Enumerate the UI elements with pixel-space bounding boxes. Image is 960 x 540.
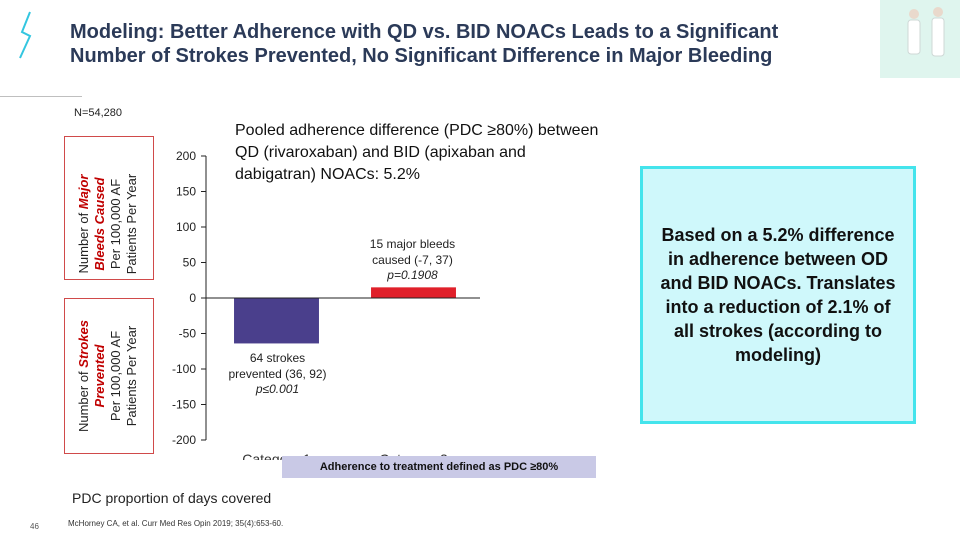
lower-label-prefix: Number of (76, 367, 91, 433)
pooled-adherence-text: Pooled adherence difference (PDC ≥80%) b… (235, 122, 599, 183)
upper-label-prefix: Number of (76, 209, 91, 274)
y-tick-label: 50 (183, 256, 197, 270)
upper-label-emph-2: Bleeds Caused (92, 177, 107, 271)
title-line-2: Number of Strokes Prevented, No Signific… (70, 45, 773, 67)
upper-label-emph: Major (76, 174, 91, 210)
upper-axis-label-box (64, 136, 154, 280)
callout-box: Based on a 5.2% difference in adherence … (640, 166, 916, 424)
y-tick-label: -150 (172, 398, 196, 412)
lower-axis-label-box (64, 298, 154, 454)
upper-label-line4: Patients Per Year (124, 173, 139, 275)
lightning-logo-icon (19, 11, 32, 59)
y-tick-label: 100 (176, 220, 196, 234)
y-tick-label: -200 (172, 433, 196, 447)
adherence-definition: Adherence to treatment defined as PDC ≥8… (282, 456, 596, 478)
lower-label-emph: Strokes (76, 320, 91, 368)
y-tick-label: -100 (172, 362, 196, 376)
doctors-photo (880, 0, 960, 78)
strokes-annotation-line2: prevented (36, 92) (228, 366, 327, 381)
page-title: Modeling: Better Adherence with QD vs. B… (70, 20, 890, 68)
bar-chart: 200 150 100 50 0 -50 -100 -150 -200 Category 1 Cat… (172, 149, 480, 460)
title-divider (0, 96, 82, 97)
y-tick-label: 150 (176, 185, 196, 199)
y-tick-label: -50 (179, 327, 197, 341)
bar-bleeds-caused (371, 287, 456, 298)
callout-text: Based on a 5.2% difference in adherence … (660, 225, 896, 365)
bleeds-annotation-line3: p=0.1908 (387, 268, 438, 282)
category-label: Category 2 (379, 451, 448, 460)
doctors-figure-icon (907, 7, 945, 57)
pdc-footnote: PDC proportion of days covered (72, 490, 272, 506)
strokes-annotation-line1: 64 strokes (249, 351, 306, 365)
bleeds-annotation: 15 major bleeds caused (-7, 37) p=0.1908 (355, 237, 470, 284)
category-label: Category 1 (242, 451, 311, 460)
y-tick-label: 0 (189, 291, 196, 305)
lower-label-emph-2: Prevented (92, 344, 107, 408)
bar-strokes-prevented (234, 298, 319, 344)
y-tick-label: 200 (176, 149, 196, 163)
title-line-1: Modeling: Better Adherence with QD vs. B… (70, 21, 779, 43)
lower-axis-label: Number of Strokes Prevented Per 100,000 … (76, 298, 142, 454)
lower-label-line4: Patients Per Year (124, 325, 139, 427)
upper-axis-label: Number of Major Bleeds Caused Per 100,00… (76, 152, 142, 296)
page-number: 46 (30, 522, 39, 531)
bleeds-annotation-line1: 15 major bleeds (369, 237, 456, 251)
strokes-annotation-line3: p≤0.001 (255, 382, 300, 396)
lower-label-line3: Per 100,000 AF (108, 330, 123, 422)
strokes-annotation: 64 strokes prevented (36, 92) p≤0.001 (215, 351, 340, 398)
citation: McHorney CA, et al. Curr Med Res Opin 20… (68, 519, 284, 528)
bleeds-annotation-line2: caused (-7, 37) (372, 252, 453, 267)
sample-size: N=54,280 (74, 107, 123, 119)
upper-label-line3: Per 100,000 AF (108, 178, 123, 270)
